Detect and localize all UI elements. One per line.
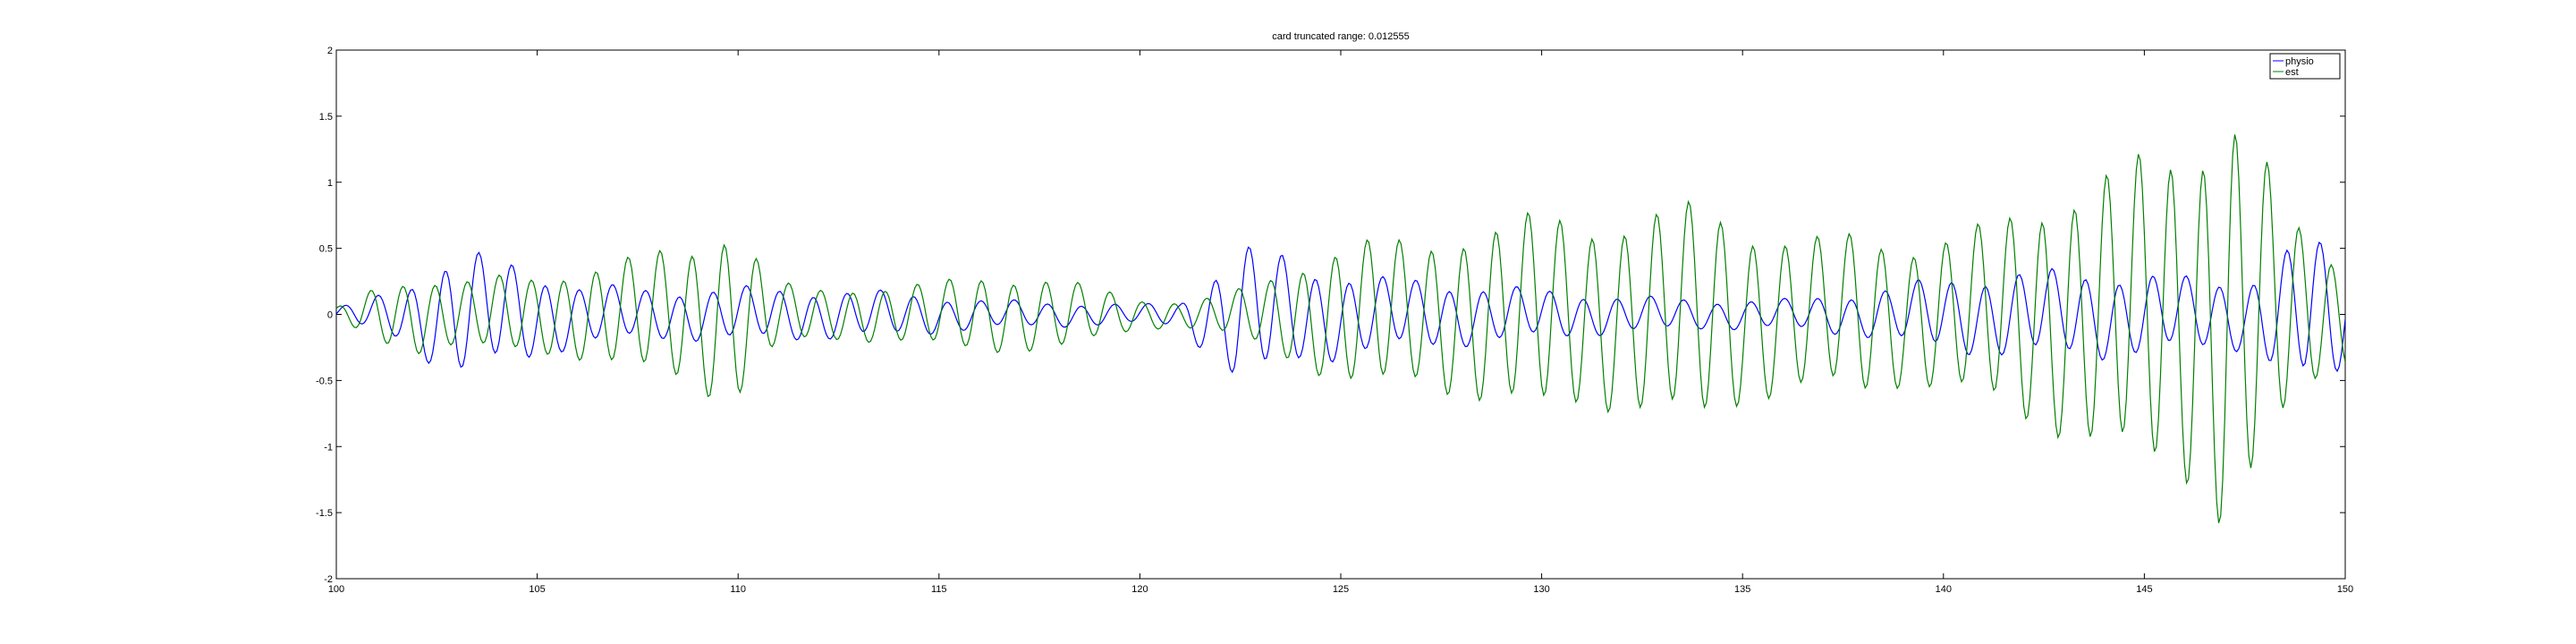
x-tick-label: 110 [730, 584, 746, 595]
legend: physio est [2269, 53, 2341, 80]
plot-area: 100 105 110 115 120 125 130 135 140 145 150-2-1.5-… [316, 46, 2353, 595]
x-tick-label: 140 [1936, 584, 1952, 595]
y-tick-label: 2 [327, 46, 333, 56]
x-tick-label: 135 [1734, 584, 1750, 595]
series-layer [336, 134, 2345, 523]
x-tick-label: 115 [931, 584, 947, 595]
axes-box [335, 49, 2346, 580]
series-line-physio [336, 241, 2345, 374]
y-tick-label: 1 [327, 178, 333, 189]
series-line-est [336, 134, 2345, 523]
x-tick-label: 120 [1131, 584, 1148, 595]
legend-label-physio: physio [2285, 56, 2314, 67]
x-tick-label: 105 [529, 584, 545, 595]
y-tick-label: 1.5 [319, 112, 333, 123]
x-tick-label: 130 [1533, 584, 1549, 595]
axis-ticks [335, 49, 2346, 580]
tick-labels: 100 105 110 115 120 125 130 135 140 145 150-2-1.5-… [316, 46, 2353, 595]
y-tick-label: 0 [327, 310, 333, 321]
legend-box [2269, 53, 2341, 80]
x-tick-label: 100 [328, 584, 344, 595]
y-tick-label: 0.5 [319, 244, 333, 255]
x-tick-label: 145 [2136, 584, 2152, 595]
y-tick-label: -2 [324, 574, 333, 585]
x-tick-label: 150 [2337, 584, 2353, 595]
y-tick-label: -1 [324, 442, 333, 453]
y-tick-label: -1.5 [316, 508, 333, 519]
y-tick-label: -0.5 [316, 376, 333, 386]
x-tick-label: 125 [1333, 584, 1349, 595]
chart-title: card truncated range: 0.012555 [1272, 31, 1410, 42]
legend-label-est: est [2285, 67, 2299, 78]
